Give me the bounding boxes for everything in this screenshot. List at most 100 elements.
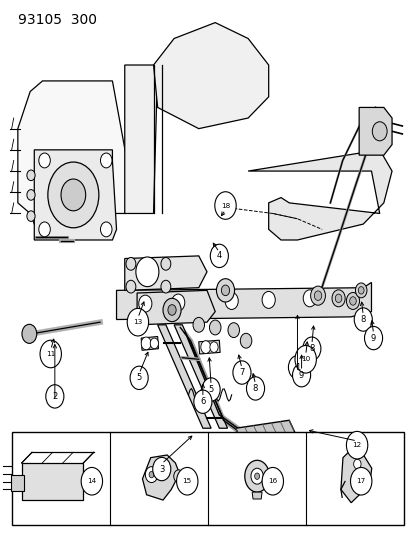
Circle shape bbox=[350, 467, 371, 495]
Polygon shape bbox=[116, 282, 370, 319]
Bar bbox=[21, 463, 83, 500]
Text: 3: 3 bbox=[159, 465, 164, 473]
Circle shape bbox=[100, 222, 112, 237]
Polygon shape bbox=[124, 65, 157, 214]
Circle shape bbox=[192, 317, 204, 332]
Circle shape bbox=[176, 467, 197, 495]
Text: 9: 9 bbox=[370, 334, 375, 343]
Circle shape bbox=[150, 338, 158, 349]
Circle shape bbox=[355, 283, 366, 298]
Bar bbox=[12, 432, 404, 525]
Circle shape bbox=[27, 170, 35, 181]
Circle shape bbox=[168, 305, 176, 316]
Circle shape bbox=[246, 377, 264, 400]
Text: 14: 14 bbox=[87, 478, 96, 484]
Polygon shape bbox=[124, 256, 206, 290]
Circle shape bbox=[358, 287, 363, 294]
Circle shape bbox=[335, 294, 341, 303]
Circle shape bbox=[233, 361, 250, 384]
Circle shape bbox=[46, 385, 64, 408]
Circle shape bbox=[22, 324, 37, 343]
Circle shape bbox=[240, 333, 251, 348]
Circle shape bbox=[363, 326, 382, 350]
Circle shape bbox=[193, 390, 211, 414]
Circle shape bbox=[214, 192, 236, 219]
Circle shape bbox=[292, 364, 310, 387]
Circle shape bbox=[244, 461, 269, 492]
Circle shape bbox=[130, 366, 148, 390]
Circle shape bbox=[302, 337, 320, 360]
Circle shape bbox=[200, 341, 210, 353]
Text: 8: 8 bbox=[309, 344, 314, 353]
Polygon shape bbox=[142, 455, 179, 500]
Circle shape bbox=[302, 290, 316, 307]
Text: 10: 10 bbox=[300, 356, 310, 362]
Circle shape bbox=[310, 286, 325, 305]
Circle shape bbox=[126, 280, 135, 293]
Circle shape bbox=[39, 153, 50, 168]
Polygon shape bbox=[252, 492, 261, 499]
Circle shape bbox=[61, 179, 85, 211]
Circle shape bbox=[210, 244, 228, 268]
Circle shape bbox=[225, 293, 237, 310]
Circle shape bbox=[346, 431, 367, 459]
Circle shape bbox=[221, 285, 229, 296]
Circle shape bbox=[294, 345, 316, 373]
Text: 11: 11 bbox=[46, 351, 55, 357]
Text: 2: 2 bbox=[52, 392, 57, 401]
Circle shape bbox=[40, 340, 61, 368]
Circle shape bbox=[216, 279, 234, 302]
Bar bbox=[12, 474, 24, 490]
Circle shape bbox=[371, 122, 386, 141]
Polygon shape bbox=[358, 108, 391, 155]
Circle shape bbox=[209, 320, 221, 335]
Circle shape bbox=[127, 309, 148, 336]
Circle shape bbox=[354, 308, 371, 331]
Text: 93105  300: 93105 300 bbox=[18, 13, 97, 27]
Text: 18: 18 bbox=[221, 203, 230, 208]
Text: 4: 4 bbox=[216, 252, 221, 261]
Polygon shape bbox=[235, 420, 295, 442]
Circle shape bbox=[250, 469, 263, 484]
Circle shape bbox=[171, 294, 184, 311]
Text: 17: 17 bbox=[356, 478, 365, 484]
Circle shape bbox=[145, 467, 157, 482]
Circle shape bbox=[228, 322, 239, 337]
Circle shape bbox=[161, 280, 171, 293]
Circle shape bbox=[209, 342, 218, 352]
Circle shape bbox=[100, 153, 112, 168]
Circle shape bbox=[126, 257, 135, 270]
Text: 8: 8 bbox=[360, 315, 365, 324]
Text: 12: 12 bbox=[351, 442, 361, 448]
Polygon shape bbox=[157, 325, 211, 428]
Text: 8: 8 bbox=[252, 384, 258, 393]
Circle shape bbox=[353, 459, 360, 469]
Text: 6: 6 bbox=[200, 397, 205, 406]
Polygon shape bbox=[247, 150, 391, 240]
Circle shape bbox=[138, 295, 152, 312]
Circle shape bbox=[346, 293, 359, 310]
Polygon shape bbox=[198, 340, 220, 354]
Polygon shape bbox=[141, 336, 158, 350]
Circle shape bbox=[152, 457, 171, 481]
Polygon shape bbox=[153, 22, 268, 128]
Circle shape bbox=[331, 290, 344, 307]
Text: 9: 9 bbox=[298, 370, 304, 379]
Circle shape bbox=[27, 211, 35, 221]
Text: 16: 16 bbox=[268, 478, 277, 484]
Polygon shape bbox=[340, 450, 371, 503]
Circle shape bbox=[39, 222, 50, 237]
Polygon shape bbox=[174, 325, 227, 428]
Text: 7: 7 bbox=[239, 368, 244, 377]
Circle shape bbox=[202, 378, 220, 401]
Circle shape bbox=[163, 298, 180, 321]
Circle shape bbox=[27, 190, 35, 200]
Circle shape bbox=[135, 257, 159, 287]
Circle shape bbox=[288, 356, 306, 379]
Polygon shape bbox=[137, 290, 215, 325]
Polygon shape bbox=[18, 81, 133, 235]
Circle shape bbox=[48, 162, 99, 228]
Circle shape bbox=[349, 297, 356, 305]
Text: 5: 5 bbox=[136, 373, 141, 382]
Circle shape bbox=[141, 337, 151, 350]
